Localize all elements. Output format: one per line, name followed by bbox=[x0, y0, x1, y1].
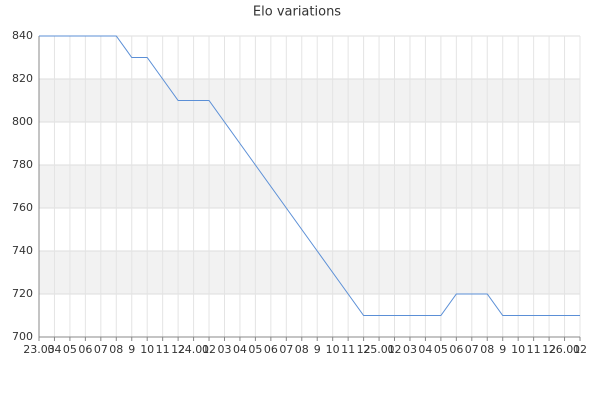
x-tick-label: 02 bbox=[573, 343, 587, 356]
x-tick-label: 05 bbox=[248, 343, 262, 356]
y-tick-label: 700 bbox=[12, 330, 33, 343]
x-tick-label: 02 bbox=[388, 343, 402, 356]
x-tick-label: 12 bbox=[542, 343, 556, 356]
x-tick-label: 11 bbox=[341, 343, 355, 356]
grid-band bbox=[39, 165, 580, 208]
x-tick-label: 08 bbox=[480, 343, 494, 356]
x-tick-label: 02 bbox=[202, 343, 216, 356]
x-tick-label: 24.01 bbox=[178, 343, 210, 356]
x-tick-label: 08 bbox=[295, 343, 309, 356]
x-tick-label: 04 bbox=[418, 343, 432, 356]
x-tick-label: 9 bbox=[128, 343, 135, 356]
y-tick-label: 800 bbox=[12, 115, 33, 128]
y-tick-label: 780 bbox=[12, 158, 33, 171]
x-tick-label: 25.01 bbox=[363, 343, 395, 356]
x-tick-label: 10 bbox=[140, 343, 154, 356]
x-tick-label: 04 bbox=[47, 343, 61, 356]
x-tick-label: 23.03 bbox=[23, 343, 55, 356]
y-tick-label: 760 bbox=[12, 201, 33, 214]
x-tick-label: 07 bbox=[94, 343, 108, 356]
x-tick-label: 04 bbox=[233, 343, 247, 356]
x-tick-label: 9 bbox=[499, 343, 506, 356]
x-tick-label: 12 bbox=[171, 343, 185, 356]
x-tick-label: 05 bbox=[434, 343, 448, 356]
x-tick-label: 05 bbox=[63, 343, 77, 356]
x-tick-label: 07 bbox=[465, 343, 479, 356]
x-tick-label: 9 bbox=[314, 343, 321, 356]
y-tick-label: 740 bbox=[12, 244, 33, 257]
y-tick-label: 840 bbox=[12, 29, 33, 42]
x-tick-label: 10 bbox=[326, 343, 340, 356]
chart-title: Elo variations bbox=[253, 5, 341, 20]
x-tick-label: 12 bbox=[357, 343, 371, 356]
x-tick-label: 03 bbox=[403, 343, 417, 356]
y-tick-label: 820 bbox=[12, 72, 33, 85]
x-tick-label: 11 bbox=[527, 343, 541, 356]
x-tick-label: 07 bbox=[279, 343, 293, 356]
x-tick-label: 08 bbox=[109, 343, 123, 356]
x-tick-label: 06 bbox=[78, 343, 92, 356]
x-tick-label: 06 bbox=[264, 343, 278, 356]
line bbox=[39, 35, 580, 316]
y-tick-label: 720 bbox=[12, 287, 33, 300]
x-tick-label: 06 bbox=[449, 343, 463, 356]
x-tick-label: 11 bbox=[156, 343, 170, 356]
x-tick-label: 26.01 bbox=[549, 343, 581, 356]
x-tick-label: 10 bbox=[511, 343, 525, 356]
grid-band bbox=[39, 79, 580, 122]
x-tick-label: 03 bbox=[217, 343, 231, 356]
grid-band bbox=[39, 251, 580, 294]
